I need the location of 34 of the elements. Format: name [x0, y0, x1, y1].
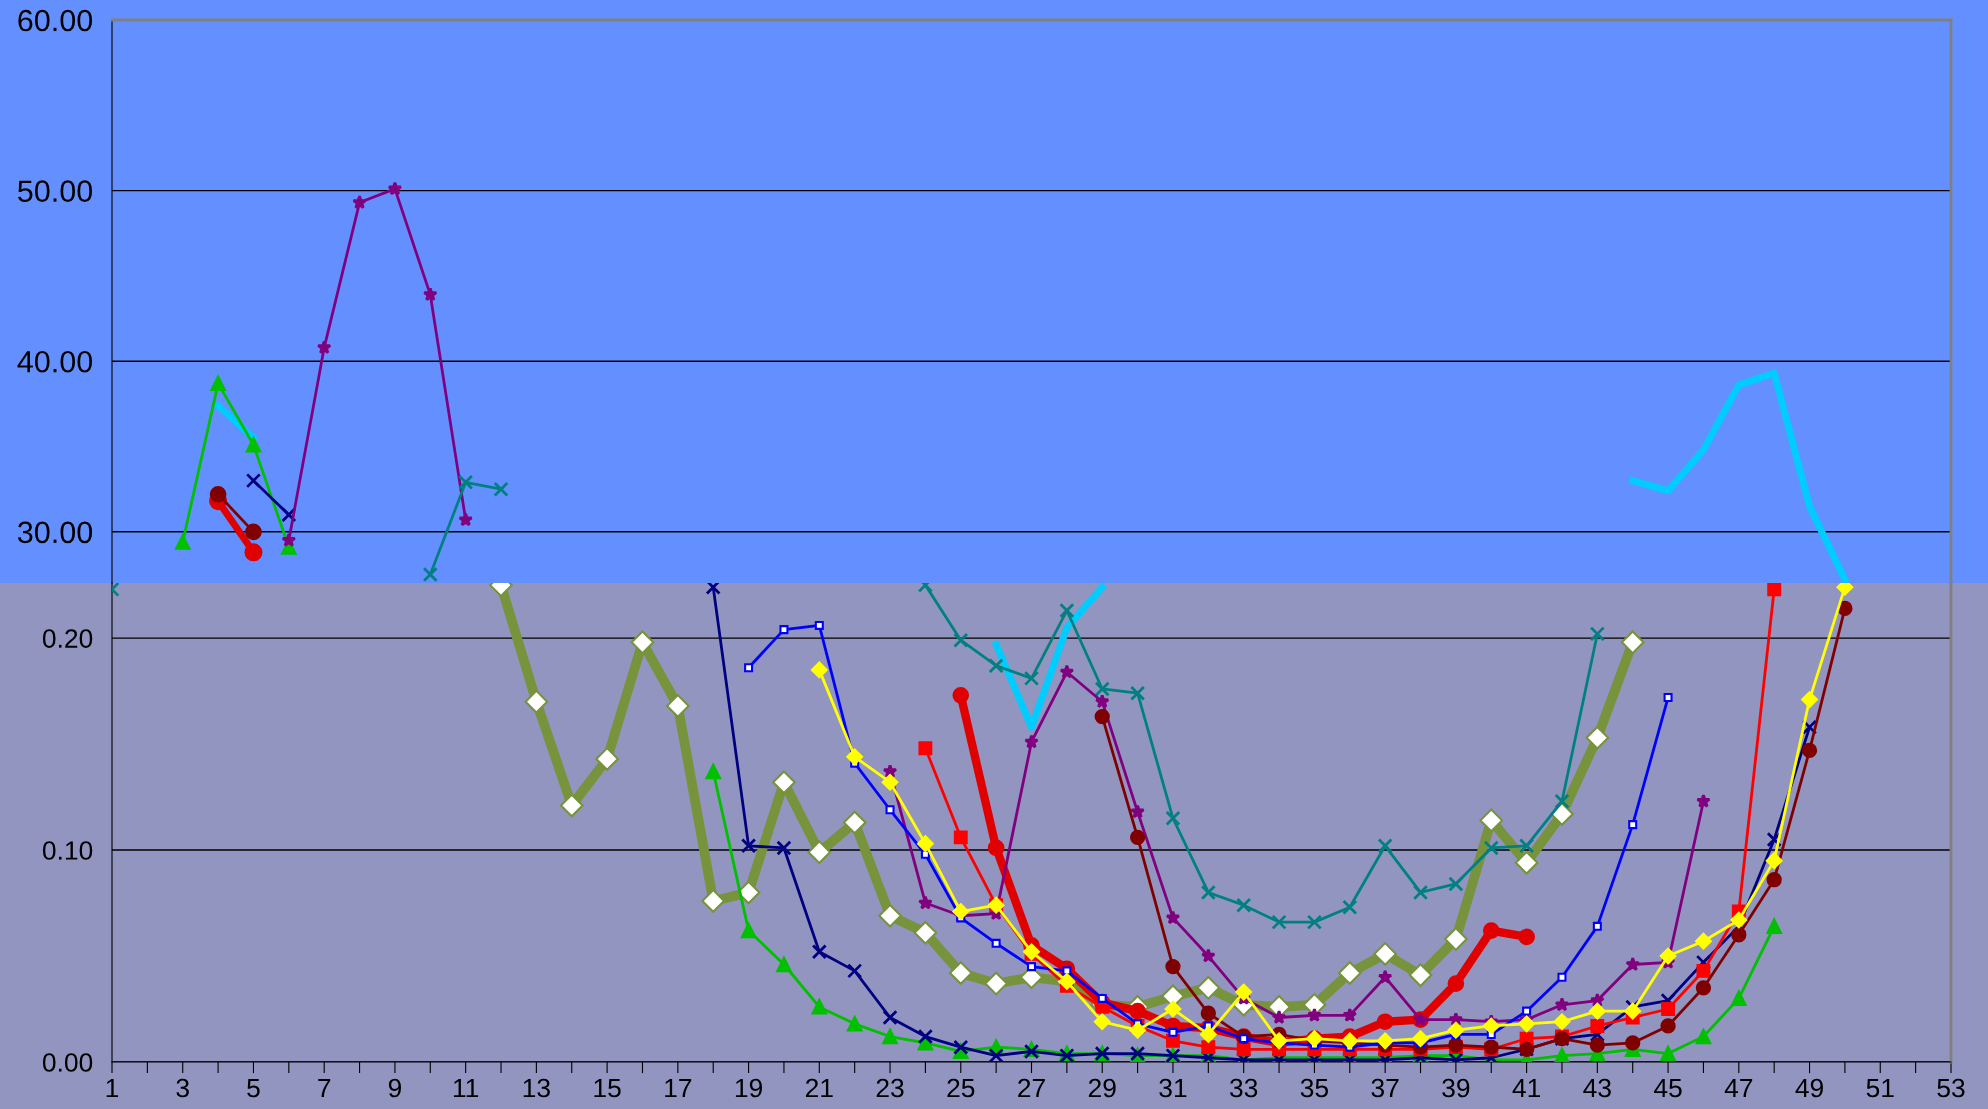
y-tick-label: 0.10 [42, 841, 93, 860]
x-tick-label: 39 [1442, 1078, 1470, 1098]
x-tick-label: 35 [1300, 1078, 1328, 1098]
y-tick-label: 30.00 [17, 521, 93, 544]
x-tick-label: 7 [318, 1078, 331, 1098]
x-tick-label: 53 [1937, 1078, 1965, 1098]
x-tick-label: 25 [947, 1078, 975, 1098]
x-tick-label: 29 [1088, 1078, 1116, 1098]
y-tick-label: 40.00 [17, 350, 93, 373]
x-tick-label: 31 [1159, 1078, 1187, 1098]
y-tick-label: 0.00 [42, 1053, 93, 1072]
x-tick-label: 41 [1512, 1078, 1541, 1098]
x-tick-label: 17 [665, 1078, 692, 1098]
x-tick-label: 21 [805, 1078, 833, 1098]
x-tick-label: 11 [453, 1078, 479, 1098]
x-tick-label: 15 [594, 1078, 621, 1098]
x-tick-label: 27 [1018, 1078, 1045, 1098]
x-tick-label: 3 [176, 1078, 189, 1098]
y-tick-label: 60.00 [18, 9, 93, 32]
x-tick-label: 9 [388, 1078, 402, 1098]
x-tick-label: 37 [1371, 1078, 1399, 1098]
y-tick-label: 50.00 [18, 180, 93, 202]
x-tick-label: 33 [1230, 1078, 1258, 1098]
x-tick-label: 13 [523, 1078, 550, 1098]
x-tick-label: 19 [735, 1078, 762, 1098]
x-tick-label: 23 [876, 1078, 904, 1098]
x-tick-label: 49 [1795, 1078, 1823, 1098]
x-tick-label: 5 [247, 1078, 260, 1098]
x-tick-label: 47 [1724, 1078, 1753, 1098]
x-tick-label: 1 [106, 1078, 119, 1098]
x-tick-label: 43 [1583, 1078, 1611, 1098]
x-tick-label: 45 [1654, 1078, 1682, 1098]
x-tick-label: 51 [1866, 1078, 1894, 1098]
y-tick-label: 0.20 [42, 629, 93, 648]
